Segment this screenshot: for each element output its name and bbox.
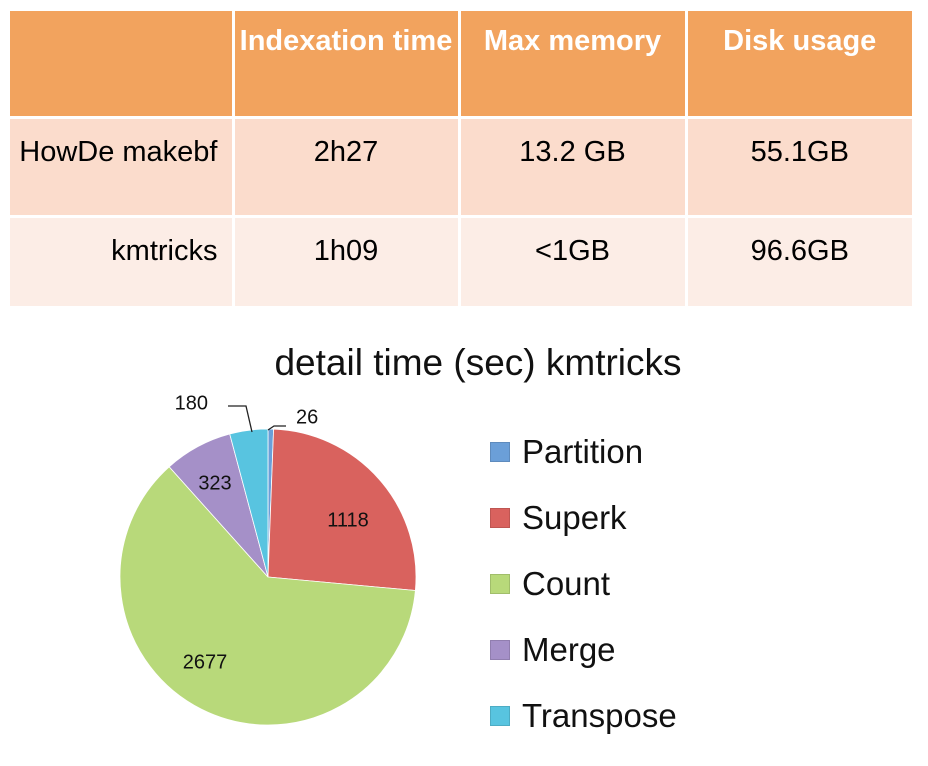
legend-label: Count bbox=[522, 565, 611, 602]
data-label-leader-line bbox=[228, 405, 253, 433]
data-label-merge: 323 bbox=[198, 472, 231, 494]
legend-label: Partition bbox=[522, 433, 644, 470]
legend-swatch bbox=[490, 442, 510, 462]
disk-usage-cell: 55.1GB bbox=[686, 117, 912, 218]
pie-slice-transpose bbox=[229, 428, 269, 578]
data-label-leader-line bbox=[267, 425, 286, 431]
table-header-row: Indexation time Max memory Disk usage bbox=[10, 11, 912, 119]
data-label-partition: 26 bbox=[296, 406, 318, 428]
legend-swatch bbox=[490, 508, 510, 528]
pie-slice-count bbox=[119, 466, 416, 726]
legend-swatch bbox=[490, 640, 510, 660]
data-label-transpose: 180 bbox=[175, 392, 208, 414]
header-max-memory: Max memory bbox=[459, 11, 688, 119]
pie-chart: 26 1118 2677 323 180 bbox=[119, 392, 417, 726]
disk-usage-cell: 96.6GB bbox=[686, 216, 912, 309]
max-memory-cell: <1GB bbox=[459, 216, 688, 309]
indexation-time-cell: 1h09 bbox=[233, 216, 461, 309]
max-memory-cell: 13.2 GB bbox=[459, 117, 688, 218]
header-disk-usage: Disk usage bbox=[686, 11, 912, 119]
table-row: kmtricks 1h09 <1GB 96.6GB bbox=[10, 216, 912, 309]
legend-swatch bbox=[490, 706, 510, 726]
summary-table: Indexation time Max memory Disk usage Ho… bbox=[10, 11, 912, 309]
header-empty-cell bbox=[10, 11, 235, 119]
legend-label: Transpose bbox=[522, 697, 677, 734]
table-row: HowDe makebf 2h27 13.2 GB 55.1GB bbox=[10, 117, 912, 218]
chart-title: detail time (sec) kmtricks bbox=[274, 342, 682, 383]
legend-label: Superk bbox=[522, 499, 627, 536]
data-label-count: 2677 bbox=[183, 651, 228, 673]
header-indexation-time: Indexation time bbox=[233, 11, 461, 119]
legend-label: Merge bbox=[522, 631, 616, 668]
row-tool-label: HowDe makebf bbox=[10, 117, 235, 218]
pie-slice-superk bbox=[267, 428, 417, 591]
legend-swatch bbox=[490, 574, 510, 594]
indexation-time-cell: 2h27 bbox=[233, 117, 461, 218]
data-label-superk: 1118 bbox=[327, 509, 369, 531]
row-tool-label: kmtricks bbox=[10, 216, 235, 309]
